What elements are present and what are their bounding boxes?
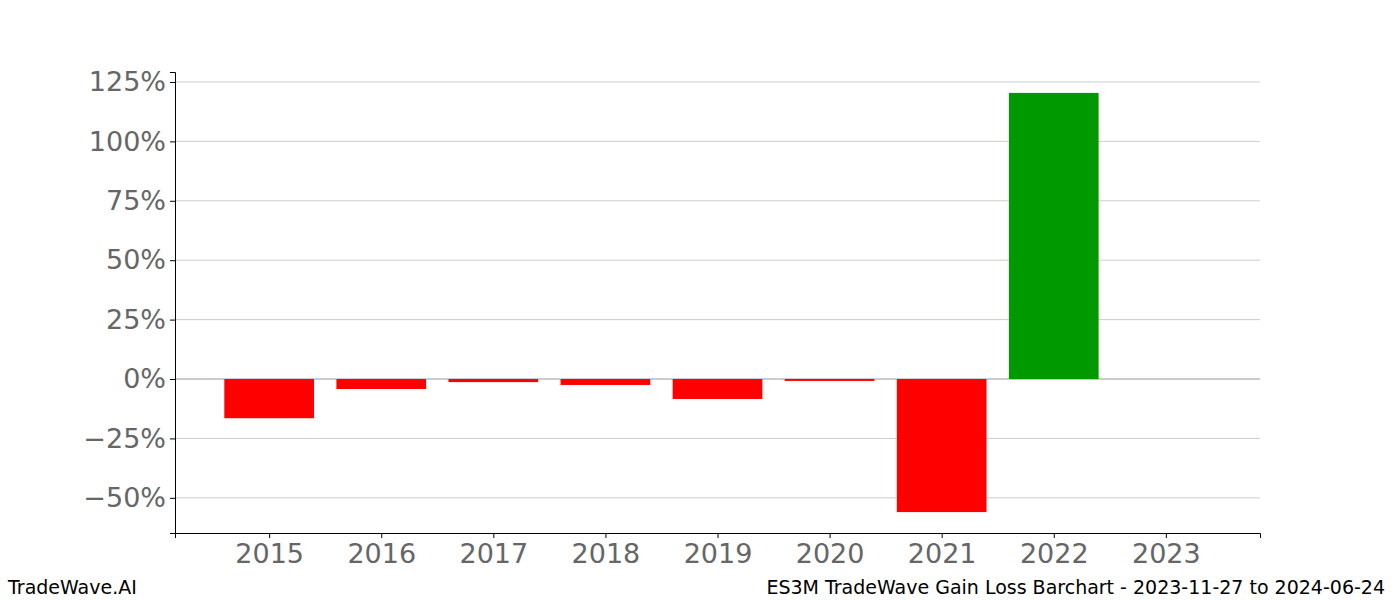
- y-tick-mark: [170, 320, 175, 321]
- title: ES3M TradeWave Gain Loss Barchart - 2023…: [766, 576, 1385, 598]
- bar: [1121, 379, 1211, 380]
- x-tick-label: 2023: [1132, 538, 1201, 569]
- x-tick-label: 2020: [796, 538, 865, 569]
- y-tick: 25%: [106, 304, 175, 335]
- y-tick-mark: [170, 379, 175, 380]
- x-tick-label: 2015: [235, 538, 304, 569]
- y-tick: 125%: [89, 66, 175, 97]
- bars: [224, 93, 1098, 512]
- y-tick-mark: [170, 438, 175, 439]
- x-tick: 2020: [796, 533, 865, 569]
- x-tick: 2018: [572, 533, 641, 569]
- bar: [561, 379, 651, 385]
- y-tick: −25%: [83, 423, 175, 454]
- y-tick-mark: [170, 260, 175, 261]
- grid-line: [175, 497, 1260, 498]
- y-axis-line: [170, 73, 176, 534]
- y-axis: −50% −25% 0% 25% 50% 75% 100% 125%: [83, 66, 175, 533]
- grid: [175, 82, 1260, 498]
- bar: [336, 379, 426, 389]
- grid-line: [175, 81, 1260, 82]
- y-tick-mark: [170, 141, 175, 142]
- y-tick-mark: [170, 498, 175, 499]
- y-tick: 50%: [106, 244, 175, 275]
- y-tick-mark: [170, 201, 175, 202]
- bar: [785, 379, 875, 381]
- x-tick-label: 2016: [347, 538, 416, 569]
- annotation: TradeWave.AI: [7, 576, 137, 598]
- y-tick-label: −25%: [83, 423, 166, 454]
- x-axis: 2015 2016 2017 2018 2019 2020 2021 2022 2023: [176, 533, 1261, 569]
- bar: [673, 379, 763, 399]
- y-tick-label: −50%: [83, 482, 166, 513]
- x-tick: 2015: [235, 533, 304, 569]
- x-tick: 2022: [1020, 533, 1089, 569]
- bar: [897, 379, 987, 512]
- bar: [224, 379, 314, 418]
- y-tick: 0%: [123, 363, 175, 394]
- y-tick-label: 75%: [106, 185, 166, 216]
- x-tick-label: 2021: [908, 538, 977, 569]
- x-tick: 2016: [347, 533, 416, 569]
- chart: −50%−25%0%25%50%75%100%125%2015201620172…: [0, 0, 1400, 600]
- y-tick-label: 100%: [89, 126, 166, 157]
- y-tick-label: 0%: [123, 363, 166, 394]
- y-tick: 100%: [89, 126, 175, 157]
- x-tick: 2019: [684, 533, 753, 569]
- x-tick-label: 2019: [684, 538, 753, 569]
- x-tick: 2021: [908, 533, 977, 569]
- x-tick: 2023: [1132, 533, 1201, 569]
- y-tick-label: 50%: [106, 244, 166, 275]
- x-tick-label: 2018: [572, 538, 641, 569]
- x-tick-label: 2022: [1020, 538, 1089, 569]
- bar: [1009, 93, 1099, 379]
- y-tick: −50%: [83, 482, 175, 513]
- x-tick-label: 2017: [459, 538, 528, 569]
- grid-line: [175, 438, 1260, 439]
- bar: [448, 379, 538, 382]
- y-tick-label: 125%: [89, 66, 166, 97]
- y-tick-mark: [170, 82, 175, 83]
- x-tick: 2017: [459, 533, 528, 569]
- y-tick-label: 25%: [106, 304, 166, 335]
- y-tick: 75%: [106, 185, 175, 216]
